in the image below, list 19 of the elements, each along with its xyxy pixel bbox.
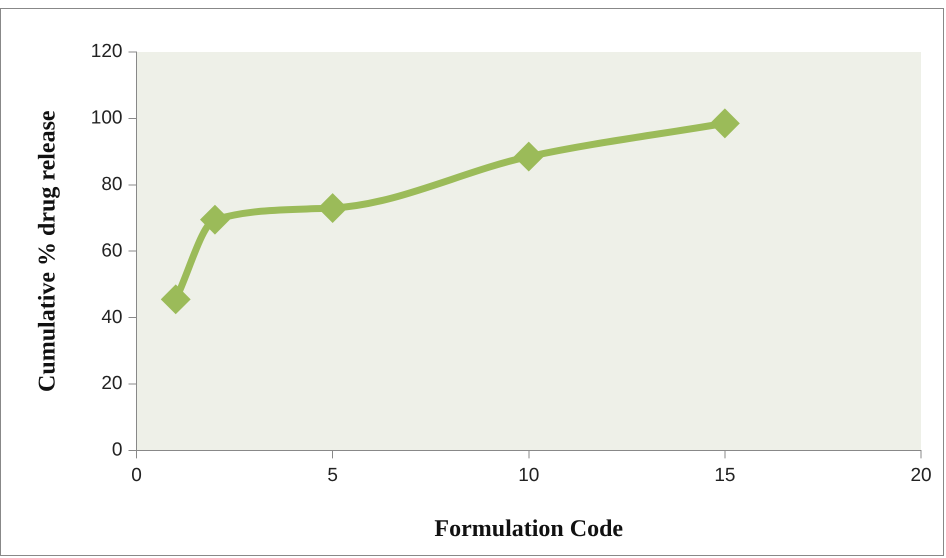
y-tick-label: 100 [90,108,122,129]
y-tick-label: 60 [101,240,122,262]
point [162,286,190,313]
x-tick-label: 20 [910,465,932,486]
x-tick-label: 10 [518,465,540,486]
y-tick-label: 40 [101,306,122,328]
y-tick-label: 0 [112,440,122,461]
x-tick-label: 5 [327,465,338,486]
x-tick-label: 15 [714,465,736,486]
point [711,110,738,137]
x-tick-label: 0 [131,465,142,486]
x-axis-title: Formulation Code [434,516,624,542]
y-axis-title: Cumulative % drug release [34,110,61,392]
y-tick-label: 20 [101,373,122,394]
y-tick-label: 120 [90,41,122,62]
y-tick-label: 80 [101,174,122,196]
point [319,194,346,222]
point [201,206,228,234]
point [515,143,542,170]
